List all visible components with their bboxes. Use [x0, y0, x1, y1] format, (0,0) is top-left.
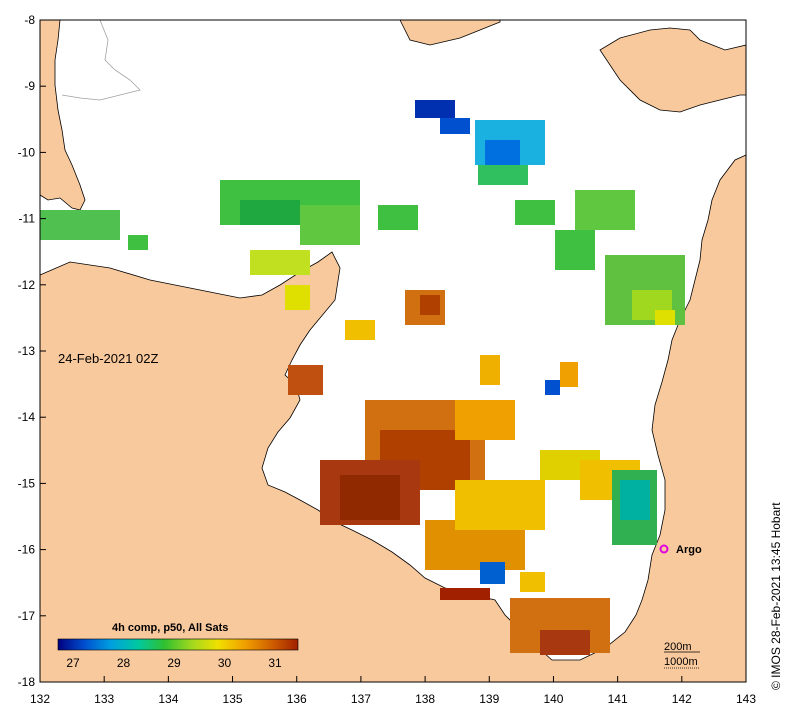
y-tick-label: -13 [18, 344, 36, 358]
argo-marker-icon[interactable] [659, 544, 669, 554]
x-tick-label: 133 [94, 692, 114, 706]
composite-label: 4h comp, p50, All Sats [112, 622, 228, 634]
contour-1000m-label: 1000m [664, 656, 698, 668]
y-tick-label: -12 [18, 278, 36, 292]
y-tick-label: -10 [18, 145, 36, 159]
y-tick-label: -14 [18, 410, 36, 424]
y-tick-label: -11 [19, 212, 36, 226]
y-tick-label: -15 [18, 476, 36, 490]
x-tick-label: 136 [287, 692, 307, 706]
x-tick-label: 143 [736, 692, 756, 706]
contour-200m-label: 200m [664, 641, 692, 653]
colorbar [57, 638, 299, 651]
credit-label: © IMOS 28-Feb-2021 13:45 Hobart [769, 502, 783, 690]
x-axis: 132 133 134 135 136 137 138 139 140 141 142 143 [30, 676, 756, 706]
y-tick-label: -9 [24, 79, 35, 93]
x-tick-label: 139 [479, 692, 499, 706]
colorbar-tick-label: 28 [117, 656, 131, 670]
y-axis: -8 -9 -10 -11 -12 -13 -14 -15 -16 -17 -18 [18, 13, 46, 689]
river-lines [61, 19, 141, 101]
land-top-left [39, 19, 86, 211]
argo-label: Argo [676, 544, 702, 556]
colorbar-tick-label: 30 [218, 656, 232, 670]
colorbar-tick-label: 29 [167, 656, 181, 670]
date-label: 24-Feb-2021 02Z [58, 351, 159, 366]
colorbar-ticks: 27 28 29 30 31 [66, 656, 282, 670]
y-tick-label: -18 [18, 675, 36, 689]
x-tick-label: 142 [672, 692, 692, 706]
colorbar-tick-label: 27 [66, 656, 80, 670]
x-tick-label: 140 [543, 692, 563, 706]
y-tick-label: -16 [18, 543, 36, 557]
x-tick-label: 132 [30, 692, 50, 706]
y-tick-label: -8 [24, 13, 35, 27]
x-tick-label: 138 [415, 692, 435, 706]
x-tick-label: 141 [608, 692, 628, 706]
colorbar-tick-label: 31 [268, 656, 282, 670]
x-tick-label: 134 [158, 692, 178, 706]
x-tick-label: 135 [223, 692, 243, 706]
y-tick-label: -17 [18, 609, 36, 623]
x-tick-label: 137 [351, 692, 371, 706]
sst-patches [40, 100, 685, 655]
